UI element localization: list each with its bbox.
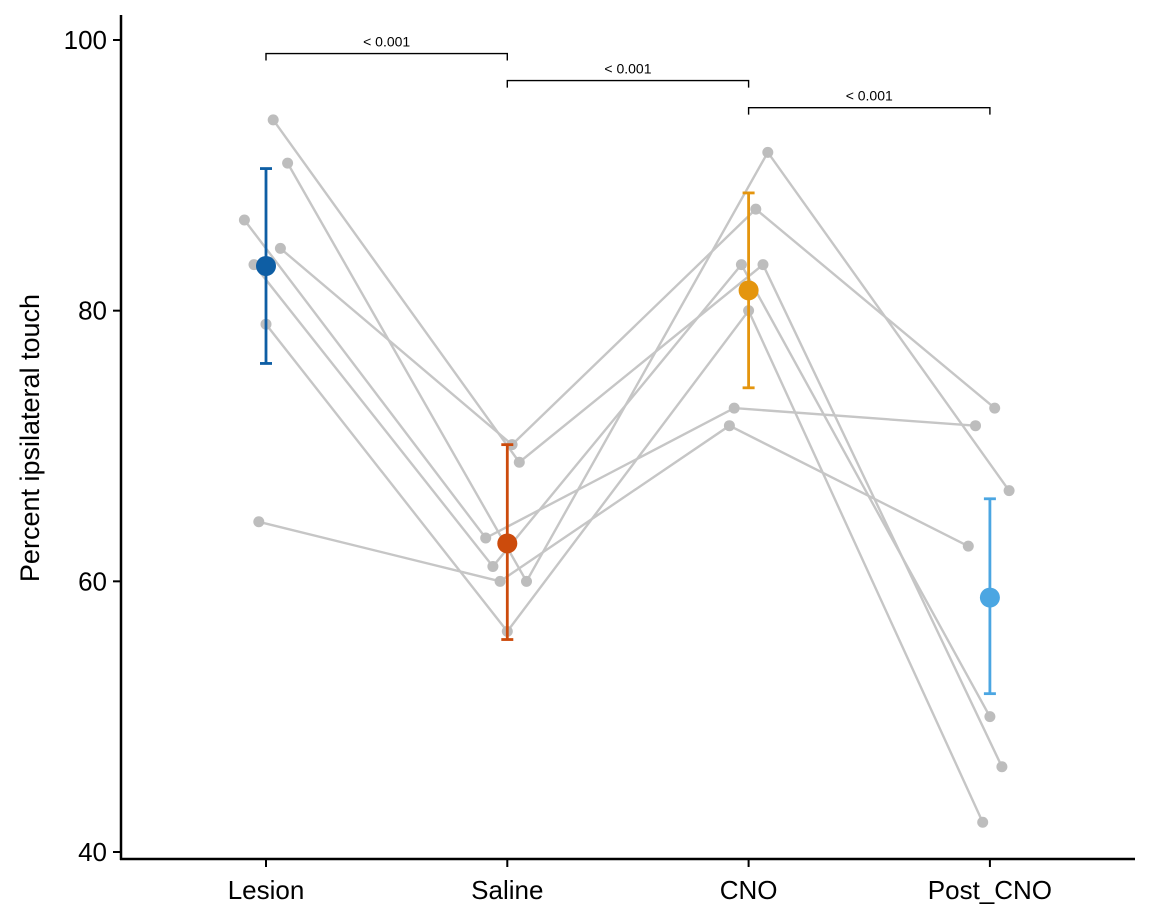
x-tick-label: Post_CNO	[928, 875, 1052, 905]
significance-label-3: < 0.001	[846, 88, 893, 104]
mean-point-post-cno	[979, 587, 1000, 608]
subject-point-post-cno	[962, 540, 974, 552]
subject-line-2	[286, 150, 1011, 584]
subject-line-1	[272, 119, 1003, 768]
subject-line-6	[265, 308, 984, 823]
subject-point-lesion	[238, 214, 250, 226]
subject-point-post-cno	[977, 816, 989, 828]
subject-point-cno	[723, 420, 735, 432]
y-tick-label: 100	[64, 25, 107, 55]
x-tick-label: Saline	[471, 875, 543, 905]
significance-label-1: < 0.001	[363, 34, 410, 50]
subject-line-5	[253, 262, 991, 718]
subject-point-saline	[521, 575, 532, 587]
x-axis-ticks: Lesion Saline CNO Post_CNO	[228, 859, 1052, 905]
subject-point-saline	[494, 575, 506, 587]
subject-point-post-cno	[996, 761, 1008, 773]
subject-point-post-cno	[1003, 485, 1015, 497]
subject-point-saline	[513, 456, 525, 468]
y-axis-title: Percent ipsilateral touch	[15, 294, 45, 582]
y-axis-ticks: 40 60 80 100	[64, 25, 121, 867]
subject-point-lesion	[274, 242, 286, 254]
mean-point-lesion	[256, 256, 276, 277]
mean-point-saline	[497, 533, 518, 554]
y-tick-label: 60	[78, 566, 107, 596]
subject-point-cno	[735, 259, 747, 271]
subject-point-cno	[750, 203, 762, 215]
subject-line-4	[243, 219, 976, 540]
subject-point-lesion	[282, 157, 294, 169]
y-tick-label: 80	[78, 296, 107, 326]
error-bars	[260, 167, 996, 696]
subject-line-3	[279, 207, 996, 447]
significance-brackets: < 0.001 < 0.001 < 0.001	[265, 34, 991, 115]
mean-point-cno	[738, 280, 759, 301]
subject-point-post-cno	[984, 711, 996, 723]
subject-point-post-cno	[970, 420, 981, 432]
subject-point-saline	[487, 560, 499, 572]
subject-lines	[243, 119, 1011, 823]
subject-point-lesion	[253, 516, 265, 528]
x-tick-label: Lesion	[228, 875, 305, 905]
significance-bracket-2	[506, 79, 750, 88]
y-tick-label: 40	[78, 837, 107, 867]
subject-line-7	[258, 424, 969, 583]
subject-points	[238, 114, 1015, 828]
significance-bracket-1	[265, 52, 508, 61]
significance-bracket-3	[747, 106, 991, 115]
subject-point-post-cno	[989, 402, 1001, 414]
significance-label-2: < 0.001	[604, 61, 651, 77]
x-tick-label: CNO	[720, 875, 778, 905]
subject-point-cno	[757, 259, 769, 271]
subject-point-lesion	[267, 114, 279, 126]
subject-point-saline	[480, 532, 492, 544]
subject-point-cno	[762, 146, 774, 158]
subject-point-cno	[728, 402, 740, 414]
mean-points	[256, 256, 1000, 608]
